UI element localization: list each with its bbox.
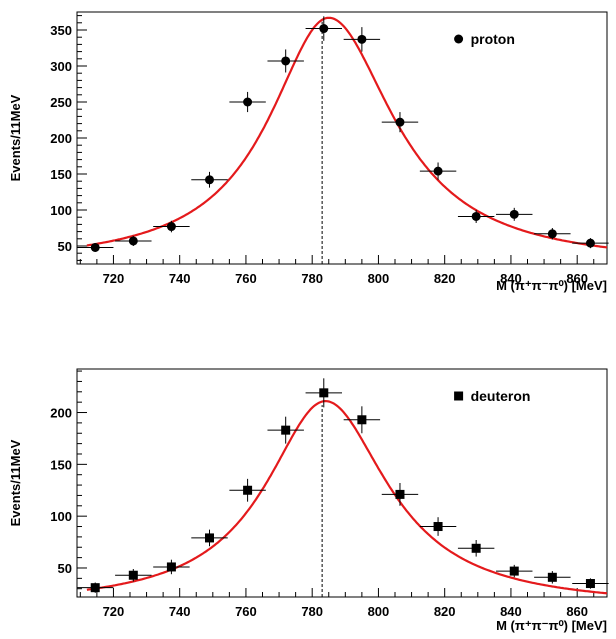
data-point	[229, 91, 266, 113]
x-axis-label: M (π⁺π⁻π⁰) [MeV]	[496, 278, 607, 293]
square-marker	[166, 562, 176, 572]
square-marker	[281, 425, 291, 435]
data-point	[381, 112, 419, 133]
circle-marker	[90, 242, 100, 252]
fit-curve	[86, 399, 608, 595]
square-marker	[395, 489, 405, 499]
data-point	[534, 228, 571, 240]
x-tick-label: 740	[169, 271, 191, 286]
x-tick-label: 720	[103, 271, 125, 286]
circle-marker	[281, 56, 291, 66]
square-marker	[433, 522, 443, 532]
data-point	[419, 162, 457, 180]
square-marker	[357, 415, 367, 425]
y-tick-label: 200	[50, 131, 72, 146]
legend-label: deuteron	[471, 388, 531, 404]
y-axis-label: Events/11MeV	[8, 94, 23, 181]
x-tick-label: 800	[368, 604, 390, 619]
square-marker	[585, 579, 595, 589]
square-marker	[205, 533, 214, 543]
x-tick-label: 820	[434, 604, 456, 619]
panel-deuteron: 720 740 760 780 800 820 840 860 50 100 150 200 M (π⁺…	[8, 368, 609, 633]
data-point	[77, 242, 114, 252]
y-tick-label: 100	[50, 509, 72, 524]
y-tick-label: 50	[58, 239, 72, 254]
data-point	[381, 483, 419, 506]
x-axis-label: M (π⁺π⁻π⁰) [MeV]	[496, 618, 607, 633]
data-point	[496, 207, 533, 221]
circle-marker	[357, 34, 367, 44]
x-tick-label: 740	[169, 604, 191, 619]
legend-marker	[454, 34, 464, 44]
fit-curve	[86, 16, 608, 249]
data-point	[115, 569, 152, 582]
circle-marker	[243, 97, 253, 107]
circle-marker	[319, 24, 329, 34]
data-point	[191, 171, 228, 188]
circle-marker	[395, 117, 405, 127]
y-tick-label: 50	[58, 561, 72, 576]
x-tick-label: 780	[301, 271, 323, 286]
data-point	[572, 238, 609, 249]
data-point	[267, 49, 304, 73]
data-point	[153, 220, 190, 233]
data-point	[115, 235, 152, 246]
data-point	[305, 378, 342, 408]
circle-marker	[166, 222, 176, 232]
square-marker	[243, 485, 253, 495]
data-point	[534, 571, 571, 584]
y-tick-label: 200	[50, 406, 72, 421]
data-point	[572, 578, 609, 589]
x-tick-label: 820	[434, 271, 456, 286]
x-tick-label: 760	[235, 271, 257, 286]
square-marker	[509, 566, 519, 576]
x-tick-label: 760	[235, 604, 257, 619]
square-marker	[547, 572, 557, 582]
square-marker	[128, 570, 138, 580]
circle-marker	[585, 238, 595, 248]
circle-marker	[471, 211, 481, 221]
data-point	[457, 210, 495, 223]
x-tick-label: 860	[566, 604, 588, 619]
data-point	[457, 540, 495, 557]
x-tick-label: 800	[368, 271, 390, 286]
square-marker	[90, 583, 100, 593]
x-tick-label: 840	[500, 271, 522, 286]
x-tick-label: 840	[500, 604, 522, 619]
circle-marker	[509, 209, 519, 219]
circle-marker	[128, 236, 138, 246]
data-point	[229, 478, 266, 502]
y-tick-label: 150	[50, 457, 72, 472]
legend-marker	[454, 391, 464, 401]
y-tick-label: 350	[50, 23, 72, 38]
y-tick-label: 250	[50, 95, 72, 110]
data-point	[305, 16, 342, 41]
data-point	[343, 27, 381, 52]
x-tick-label: 860	[566, 271, 588, 286]
circle-marker	[433, 166, 443, 176]
plot-frame	[76, 368, 608, 598]
data-point	[191, 529, 228, 547]
circle-marker	[547, 229, 557, 239]
legend-label: proton	[471, 31, 515, 47]
circle-marker	[205, 175, 214, 185]
x-tick-label: 780	[301, 604, 323, 619]
panel-proton: 720 740 760 780 800 820 840 860 50 100 150 200 250 30…	[8, 11, 609, 293]
y-tick-label: 100	[50, 203, 72, 218]
square-marker	[319, 388, 329, 398]
data-point	[343, 406, 381, 434]
x-tick-label: 720	[103, 604, 125, 619]
square-marker	[471, 543, 481, 553]
y-axis-label: Events/11MeV	[8, 439, 23, 526]
y-tick-label: 300	[50, 59, 72, 74]
data-point	[153, 559, 190, 575]
y-tick-label: 150	[50, 167, 72, 182]
data-point	[419, 517, 457, 536]
data-point	[496, 564, 533, 578]
data-point	[77, 582, 114, 593]
data-point	[267, 416, 304, 444]
